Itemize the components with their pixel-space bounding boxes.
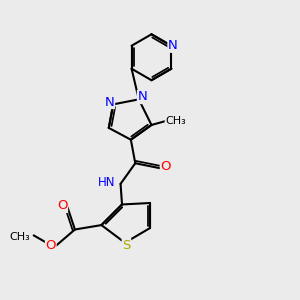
Text: CH₃: CH₃ — [165, 116, 186, 126]
Text: CH₃: CH₃ — [9, 232, 30, 242]
Text: O: O — [46, 239, 56, 252]
Text: O: O — [57, 200, 68, 212]
Text: S: S — [122, 238, 130, 252]
Text: N: N — [105, 95, 115, 109]
Text: N: N — [168, 39, 178, 52]
Text: N: N — [137, 91, 147, 103]
Text: HN: HN — [98, 176, 115, 189]
Text: O: O — [160, 160, 171, 173]
